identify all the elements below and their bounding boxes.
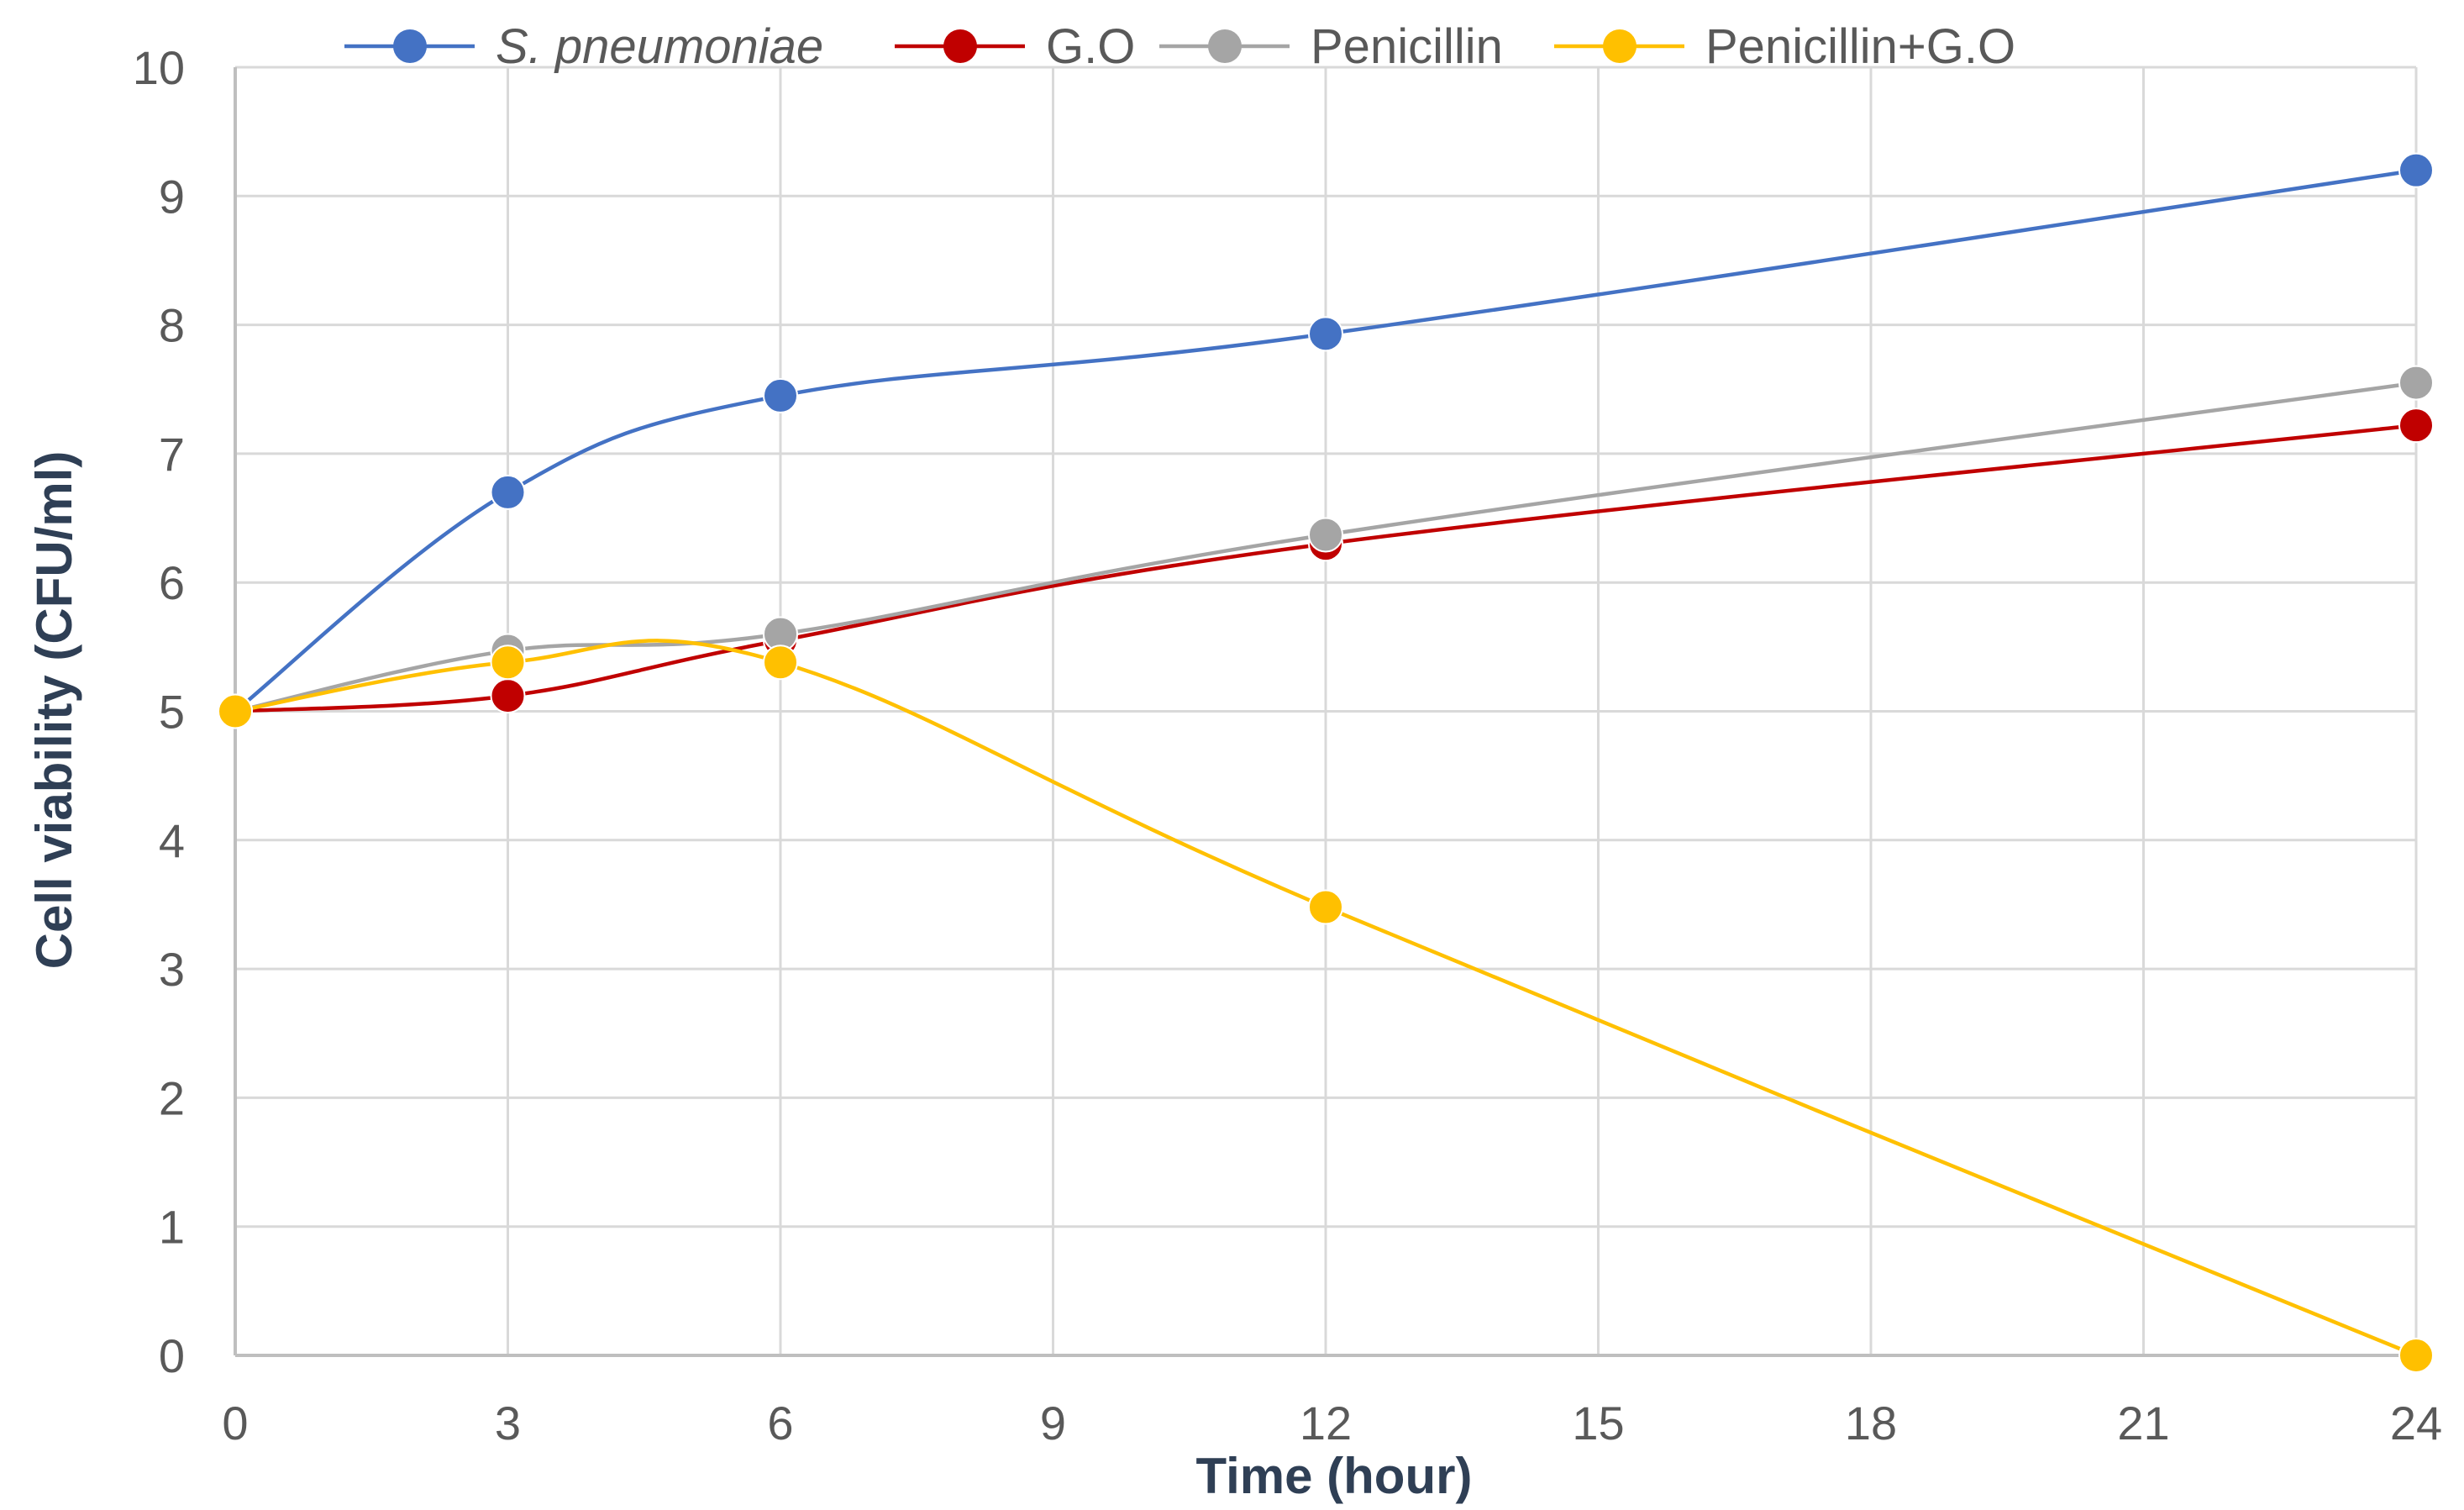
series-line-s-pneumoniae	[234, 168, 2417, 713]
x-tick-label: 6	[767, 1397, 793, 1449]
y-tick-label: 1	[159, 1201, 185, 1254]
y-tick-label: 10	[133, 41, 185, 94]
data-point-s-pneumoniae	[1308, 316, 1343, 352]
y-tick-label: 5	[159, 686, 185, 739]
x-tick-label: 0	[222, 1397, 248, 1449]
y-tick-label: 2	[159, 1071, 185, 1124]
series-markers	[218, 152, 2434, 1373]
y-tick-label: 0	[159, 1329, 185, 1382]
data-point-penicillin-g-o	[1308, 889, 1343, 925]
legend-marker-s-pneumoniae	[393, 29, 427, 63]
x-tick-label: 18	[1845, 1397, 1897, 1449]
legend-marker-penicillin-g-o	[1603, 29, 1637, 63]
series-lines	[234, 168, 2417, 1358]
legend-label-penicillin: Penicillin	[1311, 19, 1503, 74]
data-point-penicillin	[2398, 365, 2434, 401]
data-point-penicillin	[1308, 517, 1343, 553]
y-tick-label: 9	[159, 170, 185, 223]
x-tick-label: 24	[2390, 1397, 2442, 1449]
x-tick-label: 9	[1040, 1397, 1066, 1449]
legend-marker-g-o	[943, 29, 977, 63]
series-line-g-o	[234, 423, 2417, 713]
legend-label-s-pneumoniae: S. pneumoniae	[496, 19, 823, 74]
legend: S. pneumoniae G.O Penicillin Penicillin+G.O	[344, 19, 2015, 74]
legend-label-penicillin-g-o: Penicillin+G.O	[1705, 19, 2015, 74]
x-tick-label: 3	[495, 1397, 521, 1449]
y-tick-label: 3	[159, 943, 185, 996]
legend-marker-penicillin	[1208, 29, 1242, 63]
data-point-penicillin-g-o	[490, 645, 526, 681]
y-tick-label: 8	[159, 299, 185, 352]
y-axis-title: Cell viability (CFU/ml)	[26, 451, 82, 970]
legend-label-g-o: G.O	[1046, 19, 1135, 74]
data-point-s-pneumoniae	[2398, 152, 2434, 188]
x-tick-label: 15	[1572, 1397, 1624, 1449]
data-point-g-o	[2398, 408, 2434, 444]
series-line-penicillin	[234, 381, 2417, 713]
y-tick-label: 7	[159, 428, 185, 481]
data-point-penicillin-g-o	[218, 693, 253, 729]
x-tick-label: 21	[2117, 1397, 2169, 1449]
series-line-penicillin-g-o	[234, 639, 2417, 1358]
data-point-penicillin-g-o	[763, 645, 798, 681]
y-tick-label: 6	[159, 556, 185, 609]
x-tick-label: 12	[1300, 1397, 1352, 1449]
data-point-s-pneumoniae	[763, 377, 798, 413]
data-point-penicillin-g-o	[2398, 1338, 2434, 1373]
y-tick-label: 4	[159, 814, 185, 867]
x-axis-title: Time (hour)	[1196, 1448, 1473, 1504]
data-point-s-pneumoniae	[490, 474, 526, 510]
data-point-g-o	[490, 678, 526, 714]
